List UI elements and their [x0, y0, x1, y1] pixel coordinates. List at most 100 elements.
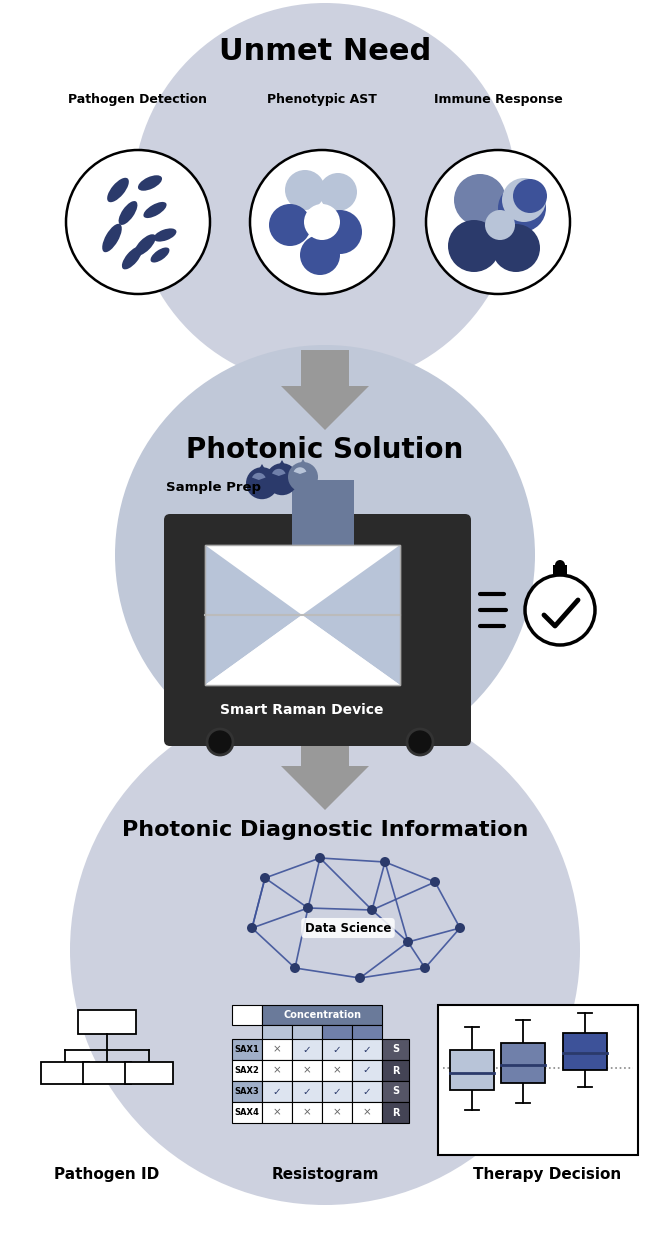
Text: Data Science: Data Science — [305, 921, 391, 935]
Wedge shape — [272, 469, 285, 476]
Polygon shape — [281, 730, 369, 810]
Text: ×: × — [272, 1108, 281, 1118]
Circle shape — [290, 962, 300, 974]
Circle shape — [355, 974, 365, 984]
Circle shape — [304, 204, 340, 240]
Circle shape — [555, 560, 565, 570]
Text: ×: × — [333, 1108, 341, 1118]
Circle shape — [266, 463, 298, 496]
Circle shape — [407, 730, 433, 754]
Ellipse shape — [115, 345, 535, 764]
Bar — [232, 1040, 262, 1059]
Text: R: R — [392, 1108, 399, 1118]
Bar — [292, 1025, 322, 1040]
Text: ×: × — [363, 1108, 371, 1118]
Wedge shape — [252, 473, 266, 481]
Text: ✓: ✓ — [363, 1066, 371, 1076]
Bar — [292, 1040, 322, 1059]
Polygon shape — [281, 350, 369, 430]
Bar — [292, 1059, 322, 1081]
Polygon shape — [205, 545, 400, 615]
Text: Photonic Solution: Photonic Solution — [187, 436, 463, 464]
Bar — [322, 1081, 352, 1102]
Circle shape — [303, 903, 313, 913]
Bar — [232, 1102, 262, 1123]
Bar — [450, 1050, 494, 1091]
Bar — [83, 1062, 131, 1084]
Wedge shape — [294, 467, 306, 474]
Text: ×: × — [303, 1108, 311, 1118]
Circle shape — [315, 853, 325, 863]
Bar — [438, 1005, 638, 1155]
Bar — [232, 1081, 262, 1102]
Text: Unmet Need: Unmet Need — [219, 37, 431, 66]
Circle shape — [285, 171, 325, 210]
Polygon shape — [205, 615, 400, 685]
Bar — [352, 1081, 382, 1102]
Bar — [322, 1025, 352, 1040]
Circle shape — [513, 179, 547, 213]
Text: ✓: ✓ — [363, 1087, 371, 1097]
Bar — [352, 1102, 382, 1123]
Text: Sample Prep: Sample Prep — [166, 482, 261, 494]
Ellipse shape — [138, 176, 162, 190]
Ellipse shape — [151, 248, 170, 263]
Polygon shape — [292, 459, 313, 477]
Bar — [292, 1102, 322, 1123]
Bar — [125, 1062, 173, 1084]
Text: Concentration: Concentration — [283, 1010, 361, 1020]
Text: Phenotypic AST: Phenotypic AST — [267, 93, 377, 107]
Polygon shape — [205, 545, 302, 685]
Bar — [262, 1102, 292, 1123]
Bar — [232, 1005, 262, 1025]
Polygon shape — [271, 459, 293, 479]
Ellipse shape — [133, 2, 517, 387]
Ellipse shape — [107, 178, 129, 202]
Text: ✓: ✓ — [363, 1045, 371, 1055]
Circle shape — [247, 923, 257, 933]
Text: SAX3: SAX3 — [235, 1087, 259, 1096]
Circle shape — [66, 149, 210, 294]
Ellipse shape — [118, 200, 137, 225]
Bar — [553, 565, 567, 575]
Text: Resistogram: Resistogram — [271, 1168, 379, 1183]
Circle shape — [525, 575, 595, 645]
Circle shape — [246, 467, 278, 499]
Text: SAX1: SAX1 — [235, 1045, 259, 1055]
Text: ✓: ✓ — [333, 1045, 341, 1055]
Circle shape — [430, 876, 440, 886]
Text: ×: × — [272, 1066, 281, 1076]
Circle shape — [250, 149, 394, 294]
Bar — [292, 1081, 322, 1102]
Circle shape — [288, 462, 318, 492]
Bar — [262, 1005, 382, 1025]
Circle shape — [269, 204, 311, 247]
Ellipse shape — [102, 224, 122, 253]
Text: ×: × — [272, 1045, 281, 1055]
FancyBboxPatch shape — [164, 514, 471, 746]
Bar — [78, 1010, 136, 1035]
Bar — [232, 1059, 262, 1081]
Bar — [322, 1102, 352, 1123]
Circle shape — [403, 937, 413, 947]
Bar — [563, 1033, 607, 1069]
Text: S: S — [392, 1045, 399, 1055]
Bar — [382, 1102, 409, 1123]
Bar — [352, 1025, 382, 1040]
Circle shape — [380, 857, 390, 867]
Bar — [352, 1040, 382, 1059]
Circle shape — [448, 220, 500, 271]
Text: ✓: ✓ — [303, 1087, 311, 1097]
Circle shape — [498, 184, 546, 232]
Text: Immune Response: Immune Response — [434, 93, 562, 107]
Bar — [41, 1062, 89, 1084]
Text: ×: × — [303, 1066, 311, 1076]
Bar — [292, 481, 354, 580]
Ellipse shape — [144, 202, 166, 218]
Text: Photonic Diagnostic Information: Photonic Diagnostic Information — [122, 820, 528, 840]
Circle shape — [300, 235, 340, 275]
Text: ×: × — [333, 1066, 341, 1076]
Circle shape — [260, 873, 270, 883]
Text: ✓: ✓ — [272, 1087, 281, 1097]
Circle shape — [318, 210, 362, 254]
